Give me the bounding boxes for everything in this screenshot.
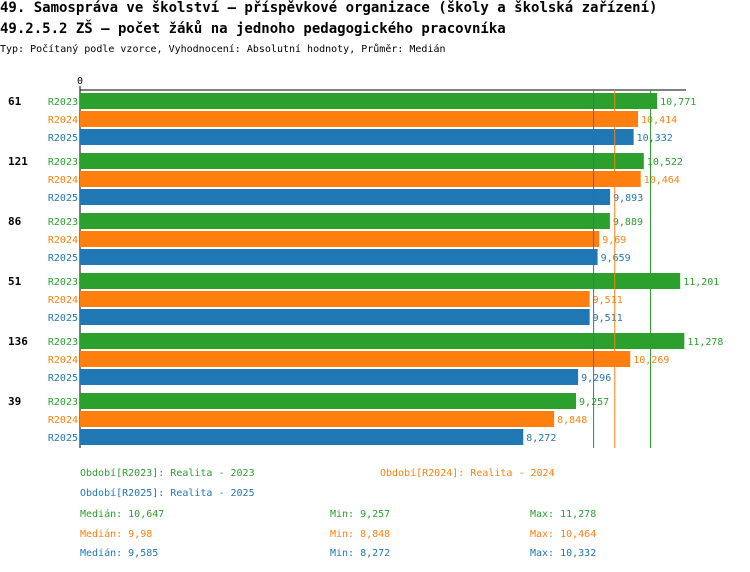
bar xyxy=(80,129,634,145)
bar-value-label: 11,278 xyxy=(687,337,723,348)
bar xyxy=(80,153,644,169)
median-r2023: Medián: 10,647 xyxy=(80,509,165,520)
bar xyxy=(80,393,577,409)
bar xyxy=(80,213,610,229)
bar-value-label: 10,522 xyxy=(647,157,683,168)
series-label: R2025 xyxy=(48,193,78,204)
group-label: 136 xyxy=(8,335,28,348)
bar xyxy=(80,333,685,349)
bar-value-label: 11,201 xyxy=(683,277,719,288)
series-label: R2023 xyxy=(48,337,78,348)
bar-value-label: 10,269 xyxy=(633,355,669,366)
series-label: R2023 xyxy=(48,277,78,288)
series-label: R2024 xyxy=(48,175,78,186)
median-r2025: Medián: 9,585 xyxy=(80,548,159,559)
chart-meta: Typ: Počítaný podle vzorce, Vyhodnocení:… xyxy=(0,44,446,55)
bar xyxy=(80,429,524,445)
bar xyxy=(80,231,600,247)
bar-value-label: 10,771 xyxy=(660,97,696,108)
bar xyxy=(80,93,658,109)
legend-r2024: Období[R2024]: Realita - 2024 xyxy=(380,468,555,479)
max-r2024: Max: 10,464 xyxy=(530,529,597,540)
group-label: 51 xyxy=(8,275,22,288)
series-label: R2025 xyxy=(48,373,78,384)
series-label: R2023 xyxy=(48,397,78,408)
bar-value-label: 10,332 xyxy=(637,133,673,144)
bar xyxy=(80,291,590,307)
min-r2024: Min: 8,848 xyxy=(330,529,391,540)
series-label: R2025 xyxy=(48,133,78,144)
series-label: R2023 xyxy=(48,217,78,228)
chart-title: 49. Samospráva ve školství – příspěvkové… xyxy=(0,0,658,16)
bar xyxy=(80,273,681,289)
max-r2023: Max: 11,278 xyxy=(530,509,597,520)
series-label: R2024 xyxy=(48,235,78,246)
bar-value-label: 9,659 xyxy=(601,253,631,264)
chart-subtitle: 49.2.5.2 ZŠ – počet žáků na jednoho peda… xyxy=(0,21,506,37)
series-label: R2023 xyxy=(48,157,78,168)
bar-chart: 0 61 R2023 10,771 R2024 10,414 R2025 10,332 121 R… xyxy=(8,76,723,448)
bar xyxy=(80,309,590,325)
group-label: 121 xyxy=(8,155,28,168)
bar xyxy=(80,411,555,427)
max-r2025: Max: 10,332 xyxy=(530,548,597,559)
legend-r2023: Období[R2023]: Realita - 2023 xyxy=(80,468,255,479)
bar-value-label: 8,272 xyxy=(526,433,556,444)
series-label: R2024 xyxy=(48,295,78,306)
bar-value-label: 8,848 xyxy=(557,415,587,426)
bar-value-label: 9,296 xyxy=(581,373,611,384)
bar-value-label: 9,893 xyxy=(613,193,643,204)
group-label: 86 xyxy=(8,215,22,228)
min-r2023: Min: 9,257 xyxy=(330,509,391,520)
bar xyxy=(80,249,598,265)
series-label: R2024 xyxy=(48,355,78,366)
series-label: R2025 xyxy=(48,433,78,444)
series-label: R2024 xyxy=(48,115,78,126)
series-label: R2023 xyxy=(48,97,78,108)
bar xyxy=(80,369,579,385)
series-label: R2024 xyxy=(48,415,78,426)
series-label: R2025 xyxy=(48,313,78,324)
bar-value-label: 10,414 xyxy=(641,115,677,126)
median-r2024: Medián: 9,98 xyxy=(80,529,153,540)
x-axis-tick-label: 0 xyxy=(77,76,83,87)
bar xyxy=(80,171,641,187)
bar-value-label: 10,464 xyxy=(644,175,680,186)
bar xyxy=(80,351,631,367)
group-label: 39 xyxy=(8,395,21,408)
series-label: R2025 xyxy=(48,253,78,264)
group-label: 61 xyxy=(8,95,22,108)
bar-value-label: 9,889 xyxy=(613,217,643,228)
bar-value-label: 9,511 xyxy=(593,313,623,324)
min-r2025: Min: 8,272 xyxy=(330,548,391,559)
bar-value-label: 9,511 xyxy=(593,295,623,306)
legend-r2025: Období[R2025]: Realita - 2025 xyxy=(80,488,255,499)
bar xyxy=(80,189,611,205)
bar xyxy=(80,111,639,127)
